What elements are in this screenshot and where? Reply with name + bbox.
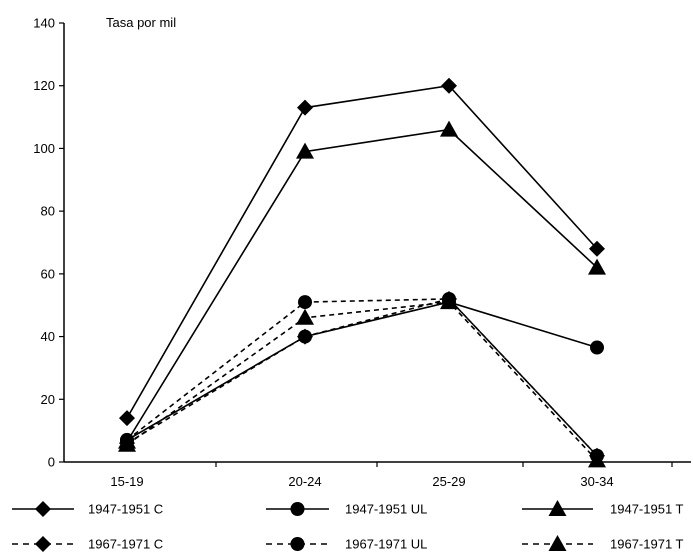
legend-marker-diamond bbox=[35, 501, 51, 517]
y-tick-label: 20 bbox=[41, 392, 55, 407]
series-line bbox=[126, 301, 598, 461]
y-tick-label: 100 bbox=[33, 141, 55, 156]
data-point-diamond bbox=[297, 328, 313, 345]
data-point-triangle bbox=[588, 258, 606, 275]
legend-item: 1967-1971 UL bbox=[266, 537, 427, 552]
data-point-diamond bbox=[119, 410, 135, 427]
data-point-diamond bbox=[441, 77, 457, 94]
x-tick-label: 25-29 bbox=[432, 474, 465, 489]
y-tick-label: 120 bbox=[33, 78, 55, 93]
series-line bbox=[126, 301, 598, 441]
legend-marker-triangle bbox=[548, 535, 567, 551]
legend-item: 1967-1971 C bbox=[12, 536, 163, 552]
series-2 bbox=[120, 295, 604, 448]
data-point-circle bbox=[590, 340, 604, 355]
legend-label: 1967-1971 UL bbox=[345, 537, 427, 552]
data-point-diamond bbox=[297, 99, 313, 116]
data-point-triangle bbox=[588, 451, 606, 468]
legend-item: 1947-1951 C bbox=[12, 501, 163, 517]
series-4 bbox=[119, 290, 605, 464]
y-tick-label: 0 bbox=[48, 455, 55, 470]
legend-item: 1947-1951 T bbox=[522, 500, 684, 517]
y-tick-label: 140 bbox=[33, 16, 55, 31]
legend-marker-circle bbox=[290, 537, 305, 551]
series-5 bbox=[120, 291, 604, 463]
x-tick-label: 20-24 bbox=[288, 474, 321, 489]
x-axis-ticks: 15-19 20-24 25-29 30-34 bbox=[110, 462, 673, 489]
data-point-triangle bbox=[296, 308, 314, 325]
series-line bbox=[126, 298, 598, 457]
x-tick-label: 30-34 bbox=[580, 474, 613, 489]
data-point-triangle bbox=[296, 142, 314, 159]
data-point-triangle bbox=[118, 435, 136, 452]
series-line bbox=[126, 84, 598, 419]
series-3 bbox=[118, 120, 606, 449]
y-tick-label: 60 bbox=[41, 266, 55, 281]
y-tick-label: 80 bbox=[41, 204, 55, 219]
legend-item: 1967-1971 T bbox=[522, 535, 684, 552]
legend-label: 1967-1971 C bbox=[88, 537, 163, 552]
legend-label: 1947-1951 UL bbox=[345, 502, 427, 517]
series-1 bbox=[119, 77, 605, 427]
y-axis-label: Tasa por mil bbox=[106, 15, 176, 30]
legend: 1947-1951 C 1947-1951 UL 1947-1951 T 1967-1… bbox=[12, 500, 684, 552]
data-point-circle bbox=[298, 295, 312, 310]
series-6 bbox=[118, 293, 606, 468]
x-tick-label: 15-19 bbox=[110, 474, 143, 489]
data-point-diamond bbox=[589, 240, 605, 257]
legend-marker-triangle bbox=[548, 500, 567, 516]
series-line bbox=[126, 128, 598, 443]
series-group bbox=[118, 77, 606, 468]
series-line bbox=[126, 298, 598, 457]
data-point-triangle bbox=[440, 120, 458, 137]
legend-label: 1947-1951 C bbox=[88, 502, 163, 517]
legend-item: 1947-1951 UL bbox=[266, 502, 427, 517]
legend-label: 1967-1971 T bbox=[610, 537, 684, 552]
legend-marker-circle bbox=[290, 502, 305, 516]
legend-label: 1947-1951 T bbox=[610, 502, 684, 517]
y-tick-label: 40 bbox=[41, 329, 55, 344]
legend-marker-diamond bbox=[35, 536, 51, 552]
y-axis-ticks: 0 20 40 60 80 100 120 140 bbox=[33, 16, 64, 470]
data-point-triangle bbox=[440, 293, 458, 310]
